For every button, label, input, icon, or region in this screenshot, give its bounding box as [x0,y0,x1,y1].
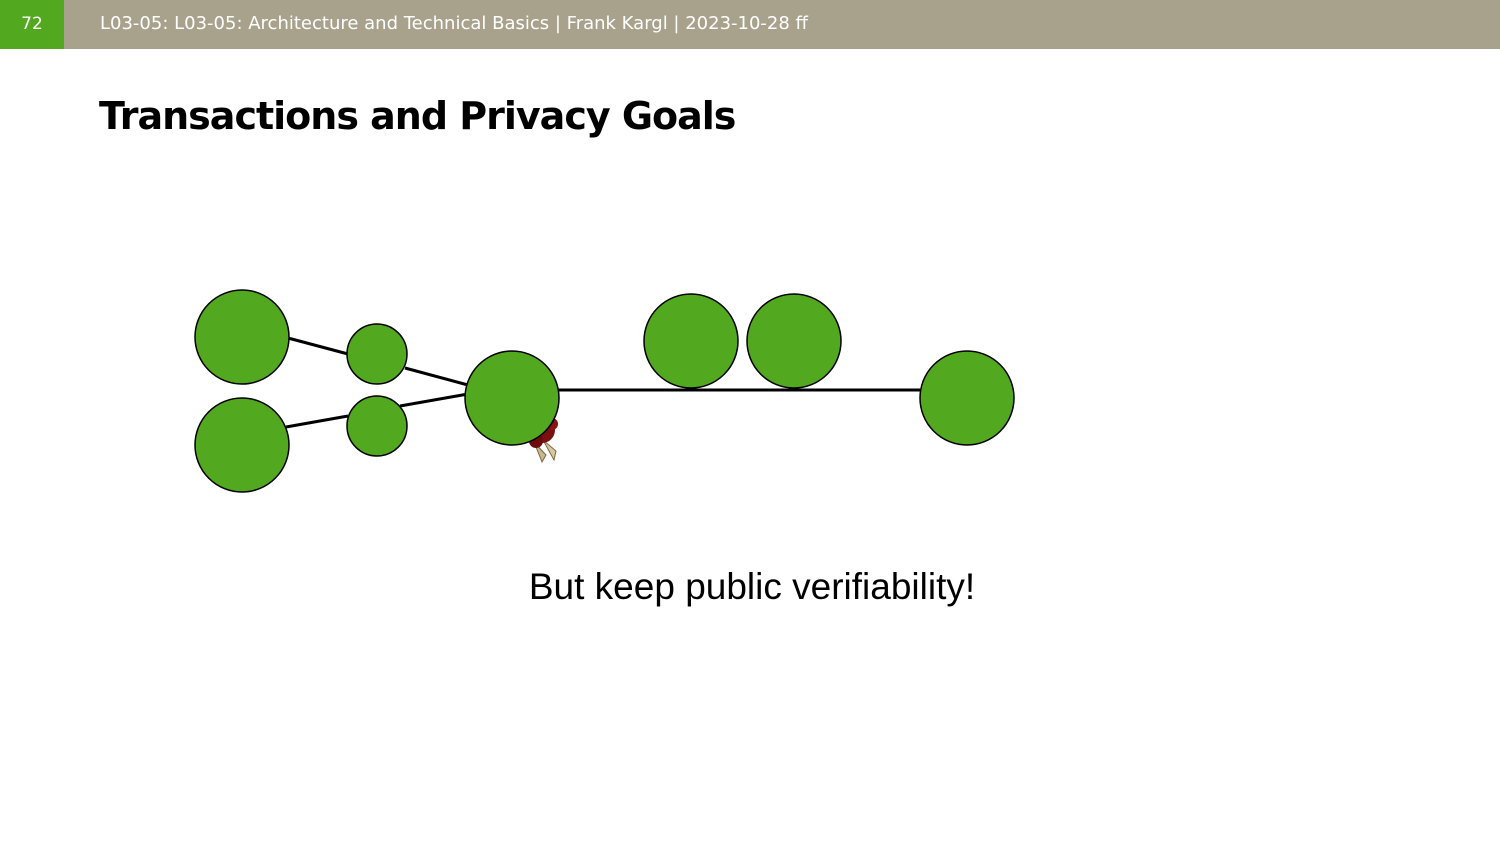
node-f [643,293,739,389]
slide-number: 72 [0,0,64,49]
node-e [464,350,560,446]
node-g [746,293,842,389]
slide-title: Transactions and Privacy Goals [99,94,736,138]
node-b [346,323,408,385]
slide-caption: But keep public verifiability! [528,566,976,607]
node-c [194,397,290,493]
node-d [346,395,408,457]
edge-a-b [287,336,349,356]
edge-b-e [404,366,469,387]
header-bar: 72 L03-05: L03-05: Architecture and Tech… [0,0,1500,49]
edge-c-d [285,414,349,429]
edge-d-e [399,392,469,408]
header-text: L03-05: L03-05: Architecture and Technic… [100,13,808,34]
node-a [194,289,290,385]
node-h [919,350,1015,446]
